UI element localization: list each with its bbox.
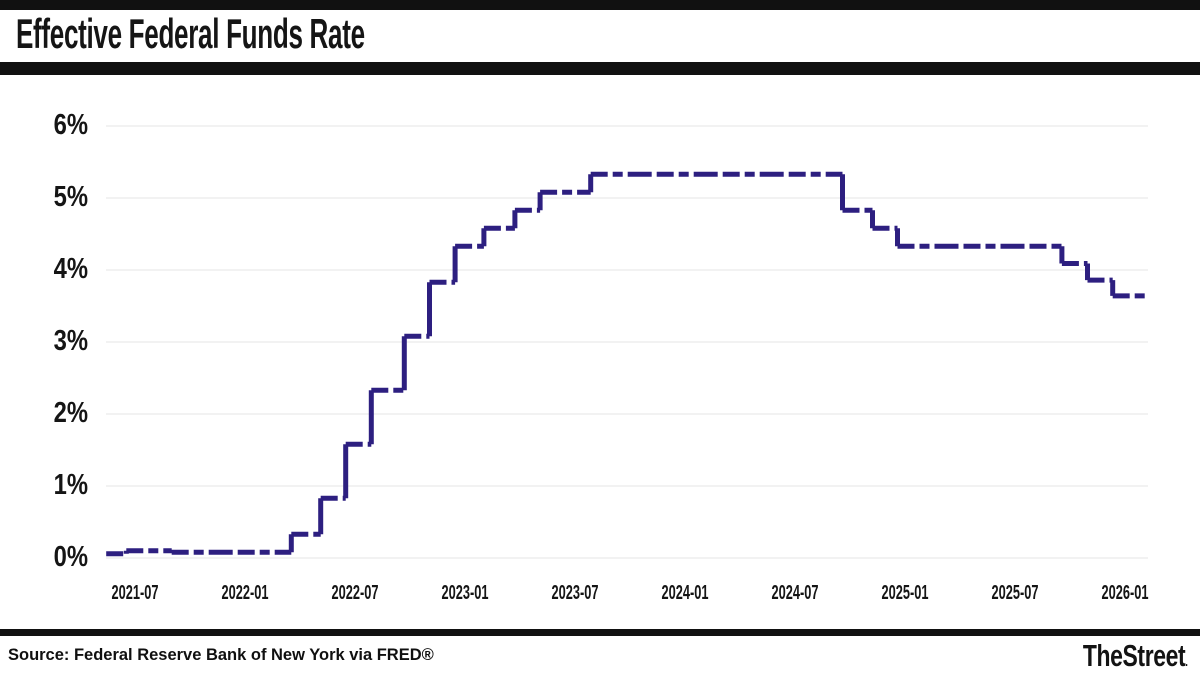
x-axis-label: 2024-07 — [771, 582, 819, 604]
y-axis-label: 2% — [53, 397, 88, 429]
brand-logo-text: TheStreet — [1083, 638, 1186, 673]
x-axis-label: 2024-01 — [661, 582, 709, 604]
x-axis-label: 2023-01 — [441, 582, 489, 604]
y-axis-label: 5% — [53, 181, 88, 213]
x-axis-label: 2021-07 — [111, 582, 159, 604]
page-title: Effective Federal Funds Rate — [16, 10, 365, 57]
x-axis-label: 2022-01 — [221, 582, 269, 604]
y-axis-label: 3% — [53, 325, 88, 357]
effr-line-steps — [123, 174, 1116, 554]
y-axis-label: 6% — [53, 109, 88, 141]
y-axis-label: 4% — [53, 253, 88, 285]
title-divider-bar — [0, 62, 1200, 75]
top-black-bar — [0, 0, 1200, 10]
x-axis-label: 2026-01 — [1101, 582, 1149, 604]
brand-logo-period: . — [1185, 654, 1189, 669]
y-axis-label: 1% — [53, 469, 88, 501]
chart-area: 0% 1% 2% 3% 4% 5% 6% 2021-07 2022-01 2022-07 2023… — [0, 75, 1200, 620]
effr-line-dashed — [106, 171, 1148, 557]
footer-black-bar — [0, 629, 1200, 636]
x-axis-label: 2022-07 — [331, 582, 379, 604]
effr-step-chart — [106, 125, 1148, 559]
gridlines — [106, 125, 1148, 559]
x-axis-label: 2025-07 — [991, 582, 1039, 604]
x-axis-label: 2023-07 — [551, 582, 599, 604]
y-axis-label: 0% — [53, 541, 88, 573]
source-note: Source: Federal Reserve Bank of New York… — [8, 645, 434, 664]
x-axis-label: 2025-01 — [881, 582, 929, 604]
brand-logo: TheStreet. — [1083, 640, 1188, 675]
